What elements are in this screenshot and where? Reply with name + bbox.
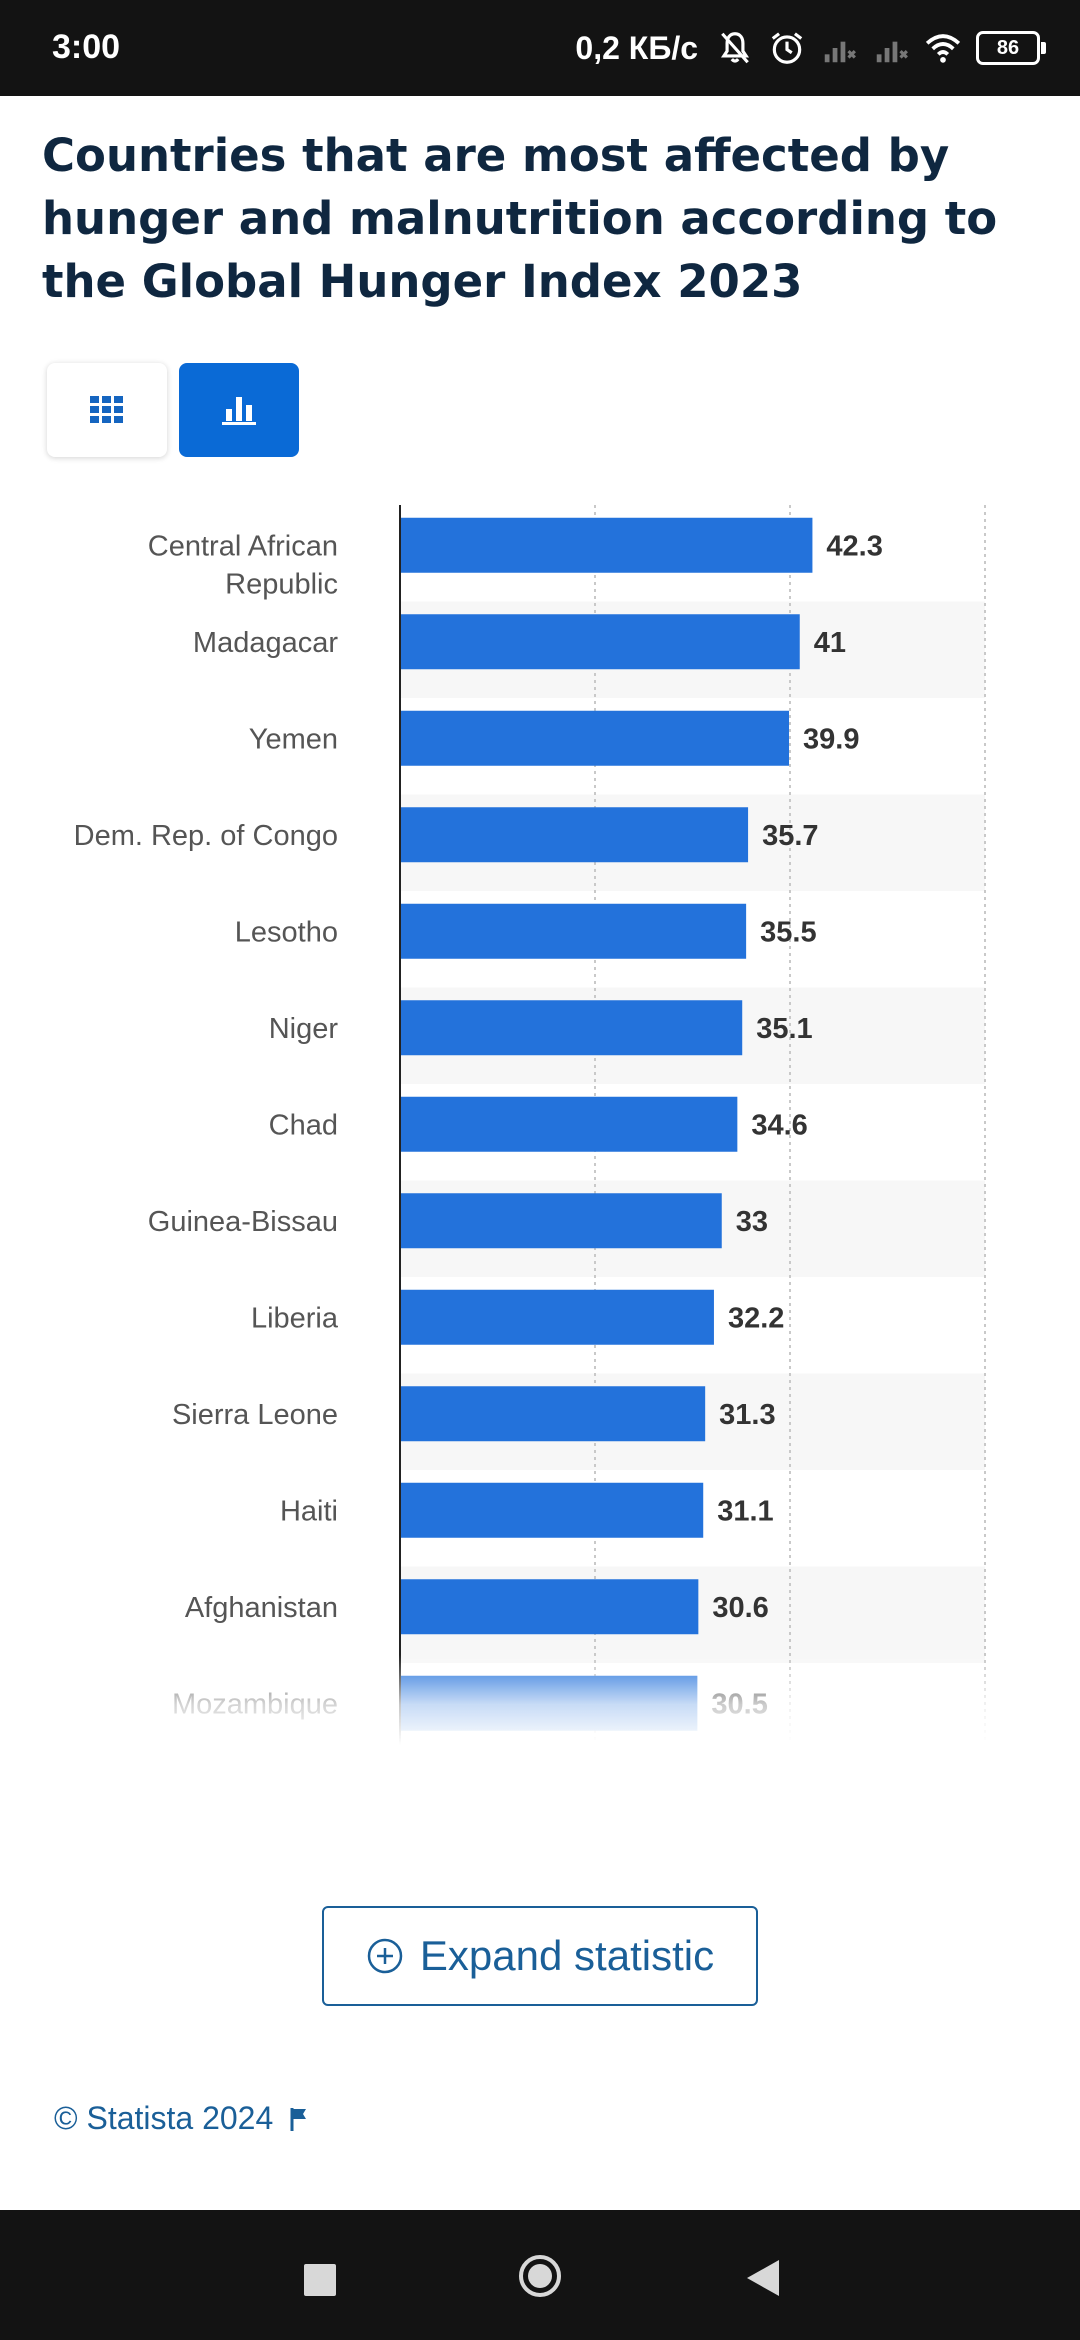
bar	[400, 807, 749, 863]
bar-value-label: 41	[814, 627, 846, 659]
recents-square-icon[interactable]	[304, 2264, 336, 2296]
category-label: Chad	[269, 1109, 338, 1141]
bar-value-label: 31.3	[719, 1399, 775, 1431]
bar-value-label: 30.5	[711, 1688, 767, 1720]
category-label: Yemen	[249, 723, 338, 755]
bell-muted-icon	[720, 32, 750, 64]
bar-value-label: 39.9	[803, 723, 859, 755]
status-icons: 0,2 КБ/с 86	[575, 26, 1046, 70]
chart-view-button[interactable]	[179, 363, 299, 457]
status-time: 3:00	[52, 28, 121, 66]
category-label: Guinea-Bissau	[148, 1206, 338, 1238]
bar	[400, 1675, 698, 1731]
category-label: Dem. Rep. of Congo	[74, 820, 338, 852]
status-bar: 3:00 0,2 КБ/с 86	[0, 0, 1080, 96]
navigation-bar	[0, 2210, 1080, 2340]
bar	[400, 517, 813, 573]
credit-text: © Statista 2024	[54, 2100, 274, 2136]
category-label: Afghanistan	[185, 1592, 338, 1624]
flag-icon[interactable]	[289, 2106, 309, 2132]
bar-value-label: 33	[736, 1206, 768, 1238]
bar-chart-icon	[222, 397, 256, 425]
bar-value-label: 30.6	[712, 1592, 768, 1624]
bar-value-label: 34.6	[751, 1109, 807, 1141]
network-speed: 0,2 КБ/с	[575, 29, 698, 66]
bar	[400, 1193, 722, 1249]
bar-value-label: 35.5	[760, 916, 816, 948]
bar	[400, 1579, 699, 1635]
bar-chart: 42.3 Central African Republic 41 Madagacar 39…	[0, 505, 1080, 1745]
bar	[400, 1096, 738, 1152]
category-label: Central African Republic	[148, 530, 338, 600]
expand-statistic-button[interactable]: Expand statistic	[322, 1906, 758, 2006]
category-label: Mozambique	[172, 1688, 338, 1720]
category-label: Sierra Leone	[172, 1399, 338, 1431]
signal-icon	[876, 41, 908, 63]
battery-icon: 86	[976, 31, 1046, 65]
back-triangle-icon[interactable]	[745, 2258, 781, 2298]
category-label: Lesotho	[235, 916, 338, 948]
signal-icon	[824, 41, 856, 63]
bar-value-label: 42.3	[826, 530, 882, 562]
category-label: Niger	[269, 1013, 339, 1045]
bar	[400, 710, 790, 766]
bar-value-label: 35.7	[762, 820, 818, 852]
wifi-icon	[925, 34, 961, 63]
bar	[400, 903, 747, 959]
statista-credit[interactable]: © Statista 2024	[54, 2100, 309, 2137]
plus-circle-icon	[367, 1938, 403, 1974]
bar-value-label: 32.2	[728, 1302, 784, 1334]
table-view-button[interactable]	[47, 363, 167, 457]
bar	[400, 1289, 714, 1345]
bar-value-label: 35.1	[756, 1013, 812, 1045]
bar	[400, 614, 800, 670]
bar-value-label: 31.1	[717, 1495, 773, 1527]
chart-svg: 42.3 Central African Republic 41 Madagacar 39…	[74, 505, 986, 1745]
category-label: Haiti	[280, 1495, 338, 1527]
bar	[400, 1386, 706, 1442]
grid-icon	[90, 396, 123, 423]
category-label: Madagacar	[193, 627, 338, 659]
bar	[400, 1000, 743, 1056]
page-title: Countries that are most affected by hung…	[42, 129, 998, 308]
alarm-icon	[771, 32, 803, 64]
expand-statistic-label: Expand statistic	[419, 1932, 715, 1979]
category-label: Liberia	[251, 1302, 339, 1334]
bar	[400, 1482, 704, 1538]
home-circle-icon[interactable]	[518, 2254, 562, 2298]
